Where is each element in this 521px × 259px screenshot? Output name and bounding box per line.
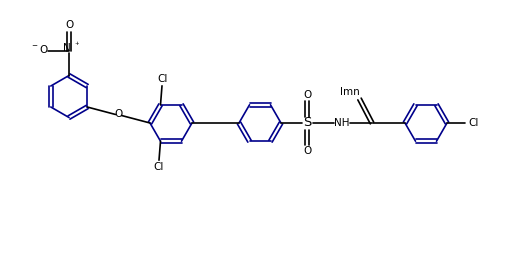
Text: O: O: [303, 147, 312, 156]
Text: Cl: Cl: [157, 74, 168, 84]
Text: $^+$: $^+$: [73, 40, 81, 49]
Text: O: O: [303, 90, 312, 99]
Text: Cl: Cl: [153, 162, 164, 172]
Text: Imn: Imn: [340, 87, 359, 97]
Text: NH: NH: [334, 118, 350, 128]
Text: Cl: Cl: [468, 118, 479, 127]
Text: O: O: [115, 109, 123, 119]
Text: S: S: [303, 117, 311, 130]
Text: N: N: [63, 42, 71, 53]
Text: O: O: [65, 19, 73, 30]
Text: $^-$O: $^-$O: [30, 43, 49, 55]
